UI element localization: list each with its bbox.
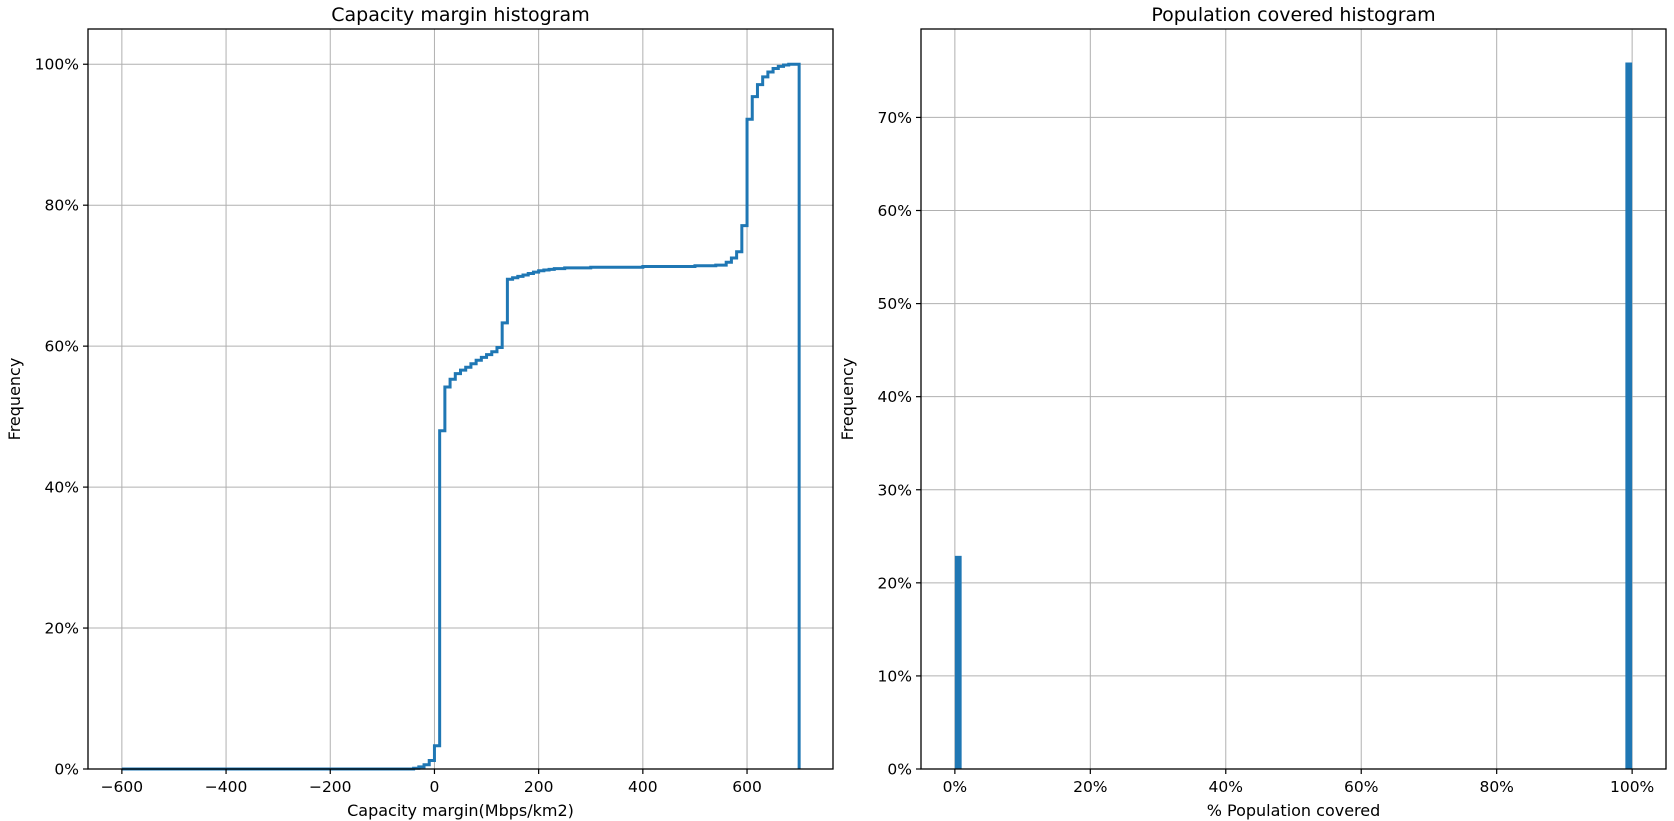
population-covered-y-tick-label: 30%: [878, 481, 912, 499]
population-covered-x-tick-label: 0%: [943, 778, 968, 796]
population-covered-x-tick-label: 80%: [1479, 778, 1513, 796]
capacity-margin-y-axis-label: Frequency: [5, 358, 24, 441]
population-covered-plot-frame: [920, 28, 1667, 770]
capacity-margin-y-tick-label: 0%: [54, 761, 79, 779]
population-covered-y-tick-label: 50%: [878, 295, 912, 313]
capacity-margin-x-tick-label: 0: [430, 778, 440, 796]
capacity-margin-y-tick-label: 80%: [45, 197, 79, 215]
capacity-margin-x-tick-label: −200: [309, 778, 352, 796]
capacity-margin-title: Capacity margin histogram: [331, 4, 589, 26]
population-covered-chart: 0% 20% 40% 60% 80% 100% 0% 10% 20% 30% 40% 50% 60% 70…: [838, 4, 1667, 820]
population-covered-y-tick-label: 40%: [878, 388, 912, 406]
capacity-margin-x-tick-label: −400: [205, 778, 248, 796]
population-covered-x-tick-label: 40%: [1209, 778, 1243, 796]
population-covered-y-tick-label: 10%: [878, 667, 912, 685]
capacity-margin-chart: −600 −400 −200 0 200 400 600 0% 20% 40% 60% 80% 100%…: [5, 4, 834, 820]
population-covered-y-axis-label: Frequency: [838, 358, 857, 441]
population-covered-ticks: 0% 20% 40% 60% 80% 100% 0% 10% 20% 30% 40% 50% 60% 70…: [878, 109, 1655, 796]
capacity-margin-grid: [88, 29, 833, 770]
capacity-margin-y-tick-label: 20%: [45, 620, 79, 638]
population-covered-x-tick-label: 60%: [1344, 778, 1378, 796]
population-covered-bars: [954, 62, 1633, 769]
histogram-bar: [954, 555, 962, 769]
capacity-margin-y-tick-label: 60%: [45, 338, 79, 356]
population-covered-x-axis-label: % Population covered: [1207, 801, 1381, 820]
capacity-margin-x-tick-label: 600: [732, 778, 762, 796]
capacity-margin-x-tick-label: 400: [628, 778, 658, 796]
population-covered-y-tick-label: 70%: [878, 109, 912, 127]
capacity-margin-ticks: −600 −400 −200 0 200 400 600 0% 20% 40% 60% 80% 100%: [35, 56, 762, 796]
population-covered-y-tick-label: 60%: [878, 202, 912, 220]
capacity-margin-y-tick-label: 100%: [35, 56, 79, 74]
population-covered-y-tick-label: 0%: [887, 761, 912, 779]
population-covered-title: Population covered histogram: [1151, 4, 1435, 26]
capacity-margin-x-axis-label: Capacity margin(Mbps/km2): [347, 801, 574, 820]
population-covered-y-tick-label: 20%: [878, 574, 912, 592]
capacity-margin-plot-frame: [87, 28, 834, 770]
capacity-margin-y-tick-label: 40%: [45, 479, 79, 497]
population-covered-x-tick-label: 100%: [1610, 778, 1654, 796]
capacity-margin-step-line: [121, 62, 801, 771]
capacity-margin-x-tick-label: 200: [524, 778, 554, 796]
population-covered-x-tick-label: 20%: [1073, 778, 1107, 796]
capacity-margin-x-tick-label: −600: [101, 778, 144, 796]
histogram-bar: [1625, 62, 1633, 769]
